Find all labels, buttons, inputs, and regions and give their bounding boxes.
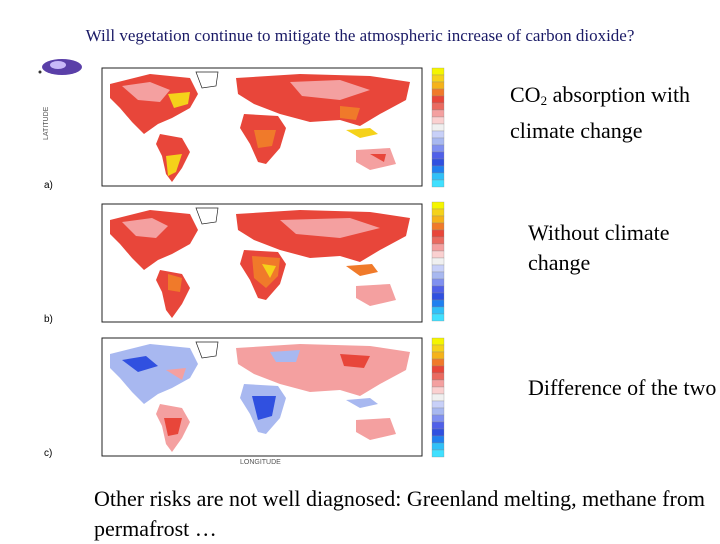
axis-ylabel: LATITUDE (43, 106, 50, 140)
colorbar-swatch (431, 337, 445, 346)
colorbar-swatch (431, 215, 445, 224)
caption-co2-rest: absorption with climate change (510, 82, 691, 143)
colorbar-swatch (431, 292, 445, 301)
colorbar-swatch (431, 257, 445, 266)
colorbar-swatch (431, 379, 445, 388)
colorbar-swatch (431, 313, 445, 322)
caption-co2-main: CO (510, 82, 541, 107)
colorbar-swatch (431, 158, 445, 167)
colorbar-swatch (431, 414, 445, 423)
colorbar-swatch (431, 358, 445, 367)
colorbar-swatch (431, 421, 445, 430)
colorbar-swatch (431, 386, 445, 395)
colorbar-swatch (431, 102, 445, 111)
colorbar-swatch (431, 271, 445, 280)
colorbar-swatch (431, 179, 445, 188)
colorbar-swatch (431, 151, 445, 160)
colorbar-swatch (431, 428, 445, 437)
colorbar-swatch (431, 393, 445, 402)
caption-co2-sub: 2 (540, 93, 548, 108)
colorbar-swatch (431, 285, 445, 294)
colorbar-swatch (431, 172, 445, 181)
colorbar-swatch (431, 407, 445, 416)
colorbar-swatch (431, 88, 445, 97)
caption-co2-absorption: CO2 absorption with climate change (510, 80, 720, 146)
colorbar-swatch (431, 116, 445, 125)
bottom-note: Other risks are not well diagnosed: Gree… (94, 486, 705, 541)
colorbar-swatch (431, 442, 445, 451)
colorbar-swatch (431, 278, 445, 287)
axis-xlabel: LONGITUDE (240, 459, 281, 466)
colorbar-swatch (431, 365, 445, 374)
colorbar-swatch (431, 236, 445, 245)
colorbar-swatch (431, 229, 445, 238)
caption-without-climate-change: Without climate change (528, 220, 670, 275)
colorbar-swatch (431, 435, 445, 444)
map-panel-b: b) (40, 198, 470, 335)
colorbar-swatch (431, 123, 445, 132)
colorbar-swatch (431, 400, 445, 409)
colorbar-swatch (431, 250, 445, 259)
colorbar-swatch (431, 264, 445, 273)
caption-difference: Difference of the two (528, 375, 717, 400)
colorbar-swatch (431, 165, 445, 174)
map-panel-a: LATITUDE a) (40, 64, 470, 199)
colorbar-swatch (431, 344, 445, 353)
panel-label-a: a) (44, 180, 53, 191)
colorbar-swatch (431, 299, 445, 308)
colorbar-swatch (431, 208, 445, 217)
panel-label-c: c) (44, 448, 53, 459)
panel-label-b: b) (44, 314, 53, 325)
map-panel-c: LONGITUDE c) (40, 334, 470, 471)
colorbar-swatch (431, 449, 445, 458)
colorbar-swatch (431, 201, 445, 210)
colorbar-swatch (431, 144, 445, 153)
colorbar-swatch (431, 351, 445, 360)
colorbar-swatch (431, 372, 445, 381)
colorbar-swatch (431, 130, 445, 139)
colorbar-swatch (431, 81, 445, 90)
colorbar-swatch (431, 222, 445, 231)
colorbar-swatch (431, 109, 445, 118)
colorbar-swatch (431, 95, 445, 104)
colorbar-swatch (431, 137, 445, 146)
bullet-icon (36, 58, 86, 83)
colorbar-swatch (431, 243, 445, 252)
colorbar-swatch (431, 306, 445, 315)
colorbar-swatch (431, 74, 445, 83)
slide-title: Will vegetation continue to mitigate the… (85, 26, 635, 45)
colorbar-swatch (431, 67, 445, 76)
